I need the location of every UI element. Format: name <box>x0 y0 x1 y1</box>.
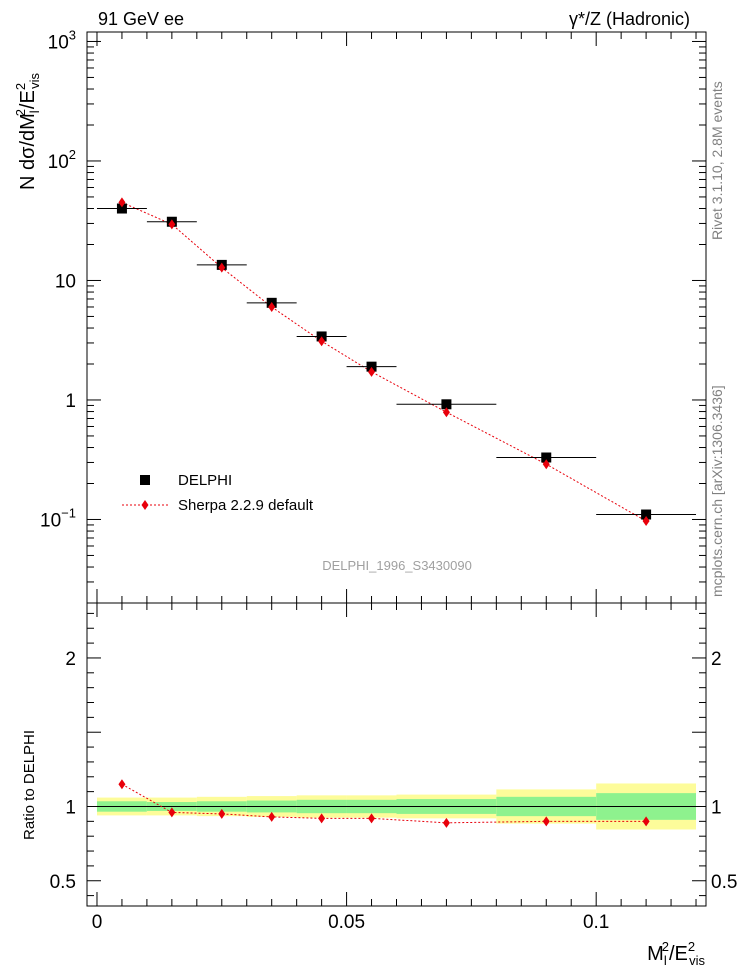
legend-data-label: DELPHI <box>178 472 232 489</box>
data-point <box>441 399 452 410</box>
ratio-mc-point <box>118 779 126 790</box>
header-left-title: 91 GeV ee <box>98 9 184 29</box>
ratio-mc-point <box>642 816 650 827</box>
data-point <box>541 452 552 463</box>
ratio-data-lines <box>121 783 647 824</box>
main-data-points <box>96 197 697 527</box>
mcplots-label: mcplots.cern.ch [arXiv:1306.3436] <box>709 385 725 597</box>
mc-point <box>168 219 176 230</box>
mc-point <box>268 301 276 312</box>
rivet-label: Rivet 3.1.10, 2.8M events <box>709 81 725 240</box>
legend-data-marker <box>140 475 150 485</box>
legend: DELPHI Sherpa 2.2.9 default <box>122 472 314 514</box>
main-y-tick-label: 102 <box>48 147 76 173</box>
ratio-axis-ticks <box>87 603 706 906</box>
data-point <box>366 361 377 372</box>
ratio-y-tick-label: 0.5 <box>50 872 76 893</box>
mc-point <box>642 516 650 527</box>
ratio-y-tick-label-right: 1 <box>711 797 722 818</box>
main-frame <box>86 31 707 604</box>
ratio-y-tick-label-right: 0.5 <box>711 872 737 893</box>
data-point <box>116 203 127 214</box>
main-y-tick-label: 10−1 <box>40 505 76 531</box>
main-y-tick-label: 10 <box>55 271 76 292</box>
ratio-mc-point <box>542 816 550 827</box>
x-tick-label: 0.1 <box>583 912 609 933</box>
x-axis-label: Ml2/E2 vis <box>647 939 705 968</box>
ratio-mc-point <box>318 813 326 824</box>
mc-point <box>118 197 126 208</box>
ratio-mc-point <box>442 817 450 828</box>
mc-point <box>442 407 450 418</box>
header-right-title: γ*/Z (Hadronic) <box>569 9 690 29</box>
watermark: DELPHI_1996_S3430090 <box>322 558 472 573</box>
x-tick-label: 0 <box>92 912 103 933</box>
main-y-axis-label: N dσ/dMl2/E2vis <box>13 73 42 190</box>
ratio-data-points <box>118 779 650 828</box>
mc-point <box>318 336 326 347</box>
x-tick-label: 0.05 <box>328 912 365 933</box>
legend-mc-label: Sherpa 2.2.9 default <box>178 497 314 514</box>
ratio-mc-point <box>218 808 226 819</box>
ratio-y-axis-label: Ratio to DELPHI <box>21 730 38 840</box>
ratio-y-tick-label: 2 <box>65 649 76 670</box>
ratio-y-tick-label-right: 2 <box>711 649 722 670</box>
ratio-mc-point <box>268 811 276 822</box>
ratio-y-tick-label: 1 <box>65 797 76 818</box>
x-tick-labels: 0 0.05 0.1 <box>92 912 610 933</box>
ratio-panel: 0.5 0.5 1 1 2 2 0 0.05 0.1 <box>50 602 738 933</box>
main-y-tick-label: 103 <box>48 27 76 53</box>
data-point <box>641 509 652 520</box>
ratio-frame <box>86 602 707 907</box>
legend-mc-marker <box>141 500 149 510</box>
ratio-mc-point <box>168 807 176 818</box>
ratio-mc-line <box>121 783 647 824</box>
mc-point <box>368 366 376 377</box>
main-y-tick-label: 1 <box>65 391 76 412</box>
mc-point <box>218 262 226 273</box>
ratio-y-tick-labels: 0.5 0.5 1 1 2 2 <box>50 649 738 893</box>
mc-point <box>542 459 550 470</box>
main-axis-ticks <box>87 32 706 604</box>
ratio-mc-point <box>368 813 376 824</box>
